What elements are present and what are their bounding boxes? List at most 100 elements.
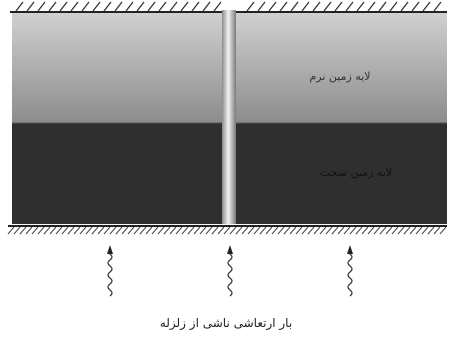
seismic-arrow <box>227 245 233 297</box>
hatch-mark <box>313 226 321 235</box>
hatch-mark <box>193 226 201 235</box>
hatch-mark <box>169 1 178 12</box>
hatch-mark <box>277 226 285 235</box>
hatch-mark <box>13 226 21 235</box>
hatch-mark <box>400 1 409 12</box>
hatch-mark <box>109 226 117 235</box>
hatch-mark <box>55 226 63 235</box>
hatch-mark <box>49 226 57 235</box>
seismic-load-arrows <box>107 245 353 297</box>
hatch-mark <box>79 226 87 235</box>
hatch-mark <box>391 226 399 235</box>
hatch-mark <box>37 1 46 12</box>
hatch-mark <box>319 226 327 235</box>
hatch-mark <box>389 1 398 12</box>
hatch-mark <box>246 1 255 12</box>
hatch-mark <box>67 226 75 235</box>
hatch-mark <box>202 1 211 12</box>
hatch-mark <box>31 226 39 235</box>
hatch-mark <box>223 226 231 235</box>
hatch-mark <box>127 226 135 235</box>
hatch-mark <box>59 1 68 12</box>
hatch-mark <box>97 226 105 235</box>
hatch-mark <box>361 226 369 235</box>
hatch-mark <box>7 226 15 235</box>
hatch-mark <box>91 226 99 235</box>
hatch-mark <box>205 226 213 235</box>
hatch-mark <box>133 226 141 235</box>
hatch-mark <box>158 1 167 12</box>
hatch-mark <box>378 1 387 12</box>
hatch-mark <box>19 226 27 235</box>
hatch-mark <box>422 1 431 12</box>
bedrock-hatch <box>7 226 447 235</box>
hatch-mark <box>415 226 423 235</box>
hatch-mark <box>199 226 207 235</box>
hatch-mark <box>81 1 90 12</box>
hatch-mark <box>151 226 159 235</box>
hatch-mark <box>181 226 189 235</box>
hatch-mark <box>312 1 321 12</box>
hatch-mark <box>433 1 442 12</box>
hatch-mark <box>356 1 365 12</box>
hatch-mark <box>15 1 24 12</box>
hatch-mark <box>289 226 297 235</box>
hatch-mark <box>259 226 267 235</box>
hatch-mark <box>169 226 177 235</box>
hatch-mark <box>403 226 411 235</box>
hatch-mark <box>187 226 195 235</box>
hatch-mark <box>103 226 111 235</box>
hatch-mark <box>373 226 381 235</box>
hatch-mark <box>163 226 171 235</box>
hatch-mark <box>217 226 225 235</box>
hatch-mark <box>301 226 309 235</box>
hatch-mark <box>235 226 243 235</box>
hatch-mark <box>343 226 351 235</box>
hatch-mark <box>279 1 288 12</box>
hatch-mark <box>325 226 333 235</box>
hatch-mark <box>265 226 273 235</box>
hatch-mark <box>175 226 183 235</box>
hatch-mark <box>283 226 291 235</box>
hatch-mark <box>125 1 134 12</box>
hatch-mark <box>323 1 332 12</box>
hatch-mark <box>345 1 354 12</box>
hatch-mark <box>271 226 279 235</box>
hatch-mark <box>268 1 277 12</box>
hatch-mark <box>409 226 417 235</box>
hatch-mark <box>136 1 145 12</box>
hatch-mark <box>337 226 345 235</box>
hatch-mark <box>241 226 249 235</box>
hatch-mark <box>331 226 339 235</box>
hatch-mark <box>229 226 237 235</box>
hatch-mark <box>257 1 266 12</box>
pile <box>222 10 236 224</box>
hatch-mark <box>43 226 51 235</box>
hatch-mark <box>290 1 299 12</box>
soft-soil-label: لایه زمین نرم <box>309 70 371 83</box>
seismic-load-caption: بار ارتعاشی ناشی از زلزله <box>159 316 293 330</box>
hatch-mark <box>397 226 405 235</box>
hatch-mark <box>157 226 165 235</box>
hatch-mark <box>191 1 200 12</box>
hatch-mark <box>103 1 112 12</box>
hatch-mark <box>26 1 35 12</box>
hatch-mark <box>427 226 435 235</box>
hatch-mark <box>355 226 363 235</box>
hatch-mark <box>421 226 429 235</box>
hatch-mark <box>247 226 255 235</box>
hatch-mark <box>37 226 45 235</box>
hatch-mark <box>92 1 101 12</box>
hatch-mark <box>439 226 447 235</box>
hatch-mark <box>121 226 129 235</box>
hatch-mark <box>139 226 147 235</box>
hard-soil-label: لایه زمین سخت <box>319 166 393 179</box>
hatch-mark <box>85 226 93 235</box>
hatch-mark <box>25 226 33 235</box>
hatch-mark <box>367 226 375 235</box>
hatch-mark <box>385 226 393 235</box>
ground-surface-hatch <box>15 1 442 12</box>
hatch-mark <box>253 226 261 235</box>
hatch-mark <box>379 226 387 235</box>
